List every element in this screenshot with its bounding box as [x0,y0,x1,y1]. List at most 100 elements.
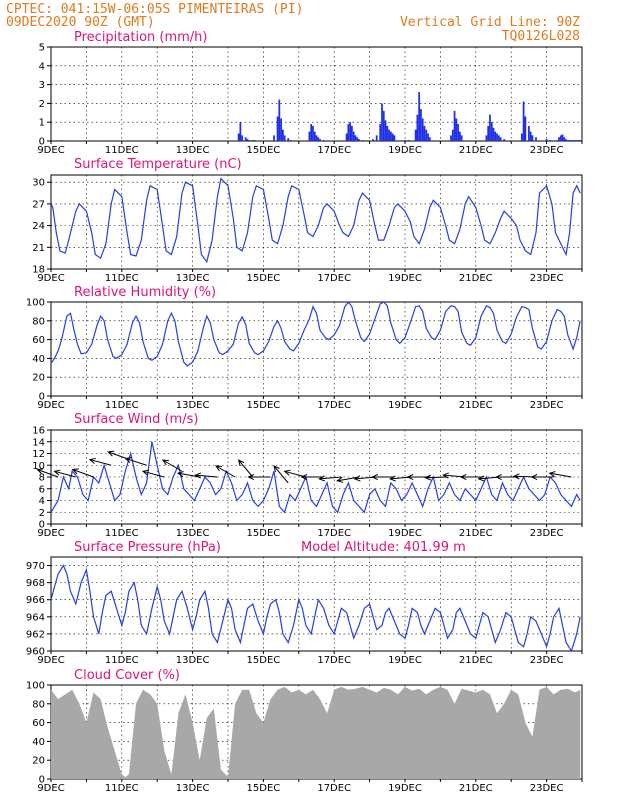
precip-ytick-label: 3 [39,80,45,91]
pressure-series-line [50,564,581,653]
station-header: CPTEC: 041:15W-06:05S PIMENTEIRAS (PI) [6,2,303,17]
wind-arrow-shaft [549,472,572,478]
wind-arrow-shaft [319,476,342,480]
wind-arrow-head [247,473,255,481]
precip-bar [558,137,560,141]
wind-arrow-head [318,475,326,482]
precip-bar [574,140,576,141]
precip-bar [450,135,452,141]
wind-arrow-head [215,465,223,472]
cloud-ytick-label: 0 [39,775,45,786]
cloud-cover-area [51,686,581,779]
wind-arrow-head [53,469,61,476]
wind-arrow-head [176,471,184,478]
wind-arrow-head [389,475,396,482]
temp-xtick-label: 23DEC [530,273,564,284]
humidity-panel: 0 20 40 60 80 100 9DEC 11DEC 13DEC 15DEC 17DEC 19DE… [26,298,583,411]
precip-bar [549,140,552,141]
precip-bar [248,140,251,141]
precip-bar [427,133,429,141]
humidity-ytick-label: 100 [26,298,45,309]
precip-bar [393,135,396,141]
wind-ytick-label: 0 [39,520,45,531]
precip-bar [418,92,421,141]
precip-bar [356,137,359,141]
precip-bar [347,124,350,141]
precip-bar [289,140,291,141]
wind-arrow-shaft [72,469,94,478]
wind-arrow-head [141,469,150,476]
precip-bar [460,135,463,141]
precip-bar [276,116,279,141]
temp-ytick-label: 21 [32,243,45,254]
cloud-ytick-label: 100 [26,681,45,692]
temp-ytick-label: 30 [32,178,45,189]
wind-xtick-label: 17DEC [317,528,351,539]
precip-bar [565,139,567,141]
pressure-ytick-label: 964 [26,612,45,623]
precip-bar [487,125,490,141]
precip-bar [283,135,286,141]
wind-arrow-head [237,459,245,467]
wind-arrow-head [273,465,280,472]
temp-xtick-label: 19DEC [388,273,422,284]
precip-bar [379,124,382,141]
precip-bar [563,137,566,141]
wind-title: Surface Wind (m/s) [74,412,198,427]
precip-xtick-label: 21DEC [459,145,493,156]
precip-bar [345,133,348,141]
wind-arrow-shaft [284,470,307,478]
wind-arrow-shaft [273,465,289,484]
precip-bar [421,118,424,141]
precip-bar [503,139,506,141]
precip-bar [428,137,431,141]
precip-bar [570,140,573,141]
wind-arrow-shaft [142,470,165,478]
precip-bar [420,109,422,141]
precip-bar [575,140,578,141]
humidity-xtick-label: 19DEC [388,400,422,411]
precip-bar [499,137,502,141]
pressure-frame [50,556,583,652]
wind-arrow-head [36,468,44,475]
precip-bar [313,131,316,141]
humidity-ytick-label: 80 [32,316,45,327]
wind-arrow-head [442,472,450,479]
humidity-series-line [50,301,581,367]
precip-xtick-label: 11DEC [105,145,139,156]
precip-ytick-label: 0 [39,137,45,148]
temp-xtick-label: 9DEC [37,273,64,284]
cloud-ytick-label: 20 [32,756,45,767]
precip-bar [579,140,582,141]
precip-bar [455,118,458,141]
pressure-xtick-label: 15DEC [247,655,281,666]
precip-panel: 0 1 2 3 4 5 9DEC 11DEC 13DEC 15DEC 17DEC 19DEC 21DEC… [37,43,583,156]
precip-bar [375,135,378,141]
precip-ytick-label: 2 [39,99,45,110]
wind-arrow-head [300,473,308,481]
wind-arrow-head [124,457,132,463]
precip-bar [531,135,534,141]
cloud-panel: 0 20 40 60 80 100 9DEC 11DEC 13DEC 15DEC 17DEC 19DE… [26,681,583,794]
wind-arrow-head [194,472,202,479]
cloud-title: Cloud Cover (%) [74,668,180,683]
precip-bar [241,135,244,141]
precip-bar [414,129,417,141]
precip-bar [489,114,491,141]
humidity-title: Relative Humidity (%) [74,285,216,300]
precip-xtick-label: 15DEC [247,145,281,156]
temp-xtick-label: 11DEC [105,273,139,284]
wind-arrow-head [371,473,379,481]
precip-bar [352,131,355,141]
precip-bar [423,125,426,141]
precip-bar [281,129,284,141]
precip-ytick-label: 1 [39,118,45,129]
precip-bar [528,125,530,141]
wind-arrow-head [107,450,115,457]
precip-bar [416,114,419,141]
precip-bar [287,138,290,141]
wind-xtick-label: 13DEC [176,528,210,539]
run-date: 09DEC2020 90Z (GMT) [6,15,155,30]
wind-arrow-shaft [54,470,76,478]
